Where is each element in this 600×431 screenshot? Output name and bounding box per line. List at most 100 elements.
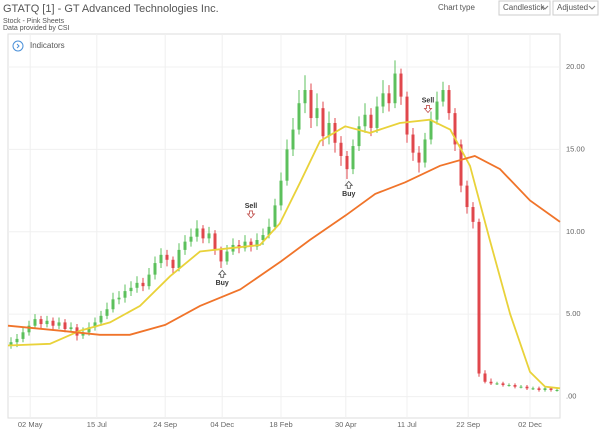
candle [171, 256, 175, 275]
candle-body [45, 320, 49, 325]
candle [21, 327, 25, 343]
candle-body [165, 254, 169, 260]
candle [159, 248, 163, 269]
candle [129, 281, 133, 297]
candle-body [441, 90, 445, 102]
signal-label: Buy [216, 280, 229, 287]
y-tick-label: 10.00 [566, 227, 585, 236]
candle [501, 381, 505, 387]
candle-body [525, 386, 529, 389]
candle [495, 381, 499, 386]
candle-body [135, 282, 139, 288]
y-tick-label: 20.00 [566, 62, 585, 71]
candle [285, 139, 289, 186]
candle-body [255, 240, 259, 247]
signal-label: Sell [245, 203, 258, 210]
candle-body [189, 236, 193, 242]
candle [105, 302, 109, 320]
candle-body [21, 332, 25, 339]
candle-body [111, 299, 115, 310]
candle [303, 75, 307, 114]
candle-body [483, 373, 487, 382]
candle-body [321, 108, 325, 137]
candle [357, 116, 361, 152]
candle-body [471, 207, 475, 222]
candle-body [249, 241, 253, 247]
select-box[interactable] [552, 0, 599, 16]
candle [477, 218, 481, 377]
candle [405, 91, 409, 143]
candle-body [339, 142, 343, 156]
candle-body [15, 338, 19, 343]
candle-body [477, 221, 481, 374]
x-tick-label: 02 Dec [518, 420, 542, 429]
plot-area: .00 5.00 10.00 15.00 20.00 02 May 15 Jul 24 Sep… [7, 34, 585, 429]
select-caret [541, 5, 549, 10]
candle [57, 317, 61, 330]
candle-body [303, 90, 307, 104]
indicators-icon[interactable] [12, 40, 24, 52]
candle [327, 111, 331, 145]
candle [489, 378, 493, 386]
chart-type-select[interactable]: Candlestick [498, 0, 551, 16]
candle-body [27, 325, 31, 333]
subtitle: Stock - Pink Sheets [3, 18, 65, 25]
chart-title: GTATQ [1] - GT Advanced Technologies Inc… [3, 3, 219, 15]
candle [381, 80, 385, 114]
candle [339, 136, 343, 166]
candle-body [201, 228, 205, 239]
indicators-label[interactable]: Indicators [30, 41, 65, 50]
candle-body [393, 73, 397, 104]
candle-body [33, 319, 37, 326]
x-tick-label: 22 Sep [456, 420, 480, 429]
candle [393, 60, 397, 109]
candle [363, 103, 367, 133]
candle [117, 291, 121, 305]
candle-body [147, 274, 151, 287]
candle-body [507, 385, 511, 387]
select-box[interactable] [498, 0, 551, 16]
candle-body [375, 106, 379, 128]
candle-body [177, 249, 181, 269]
select-value[interactable]: Adjusted [557, 3, 588, 12]
candle-body [243, 241, 247, 249]
candle-body [153, 263, 157, 275]
candle [507, 383, 511, 387]
candle-body [309, 90, 313, 119]
select-value[interactable]: Candlestick [503, 3, 545, 12]
candle-body [465, 185, 469, 208]
candle-body [183, 241, 187, 250]
candle [201, 225, 205, 244]
signal-arrow [344, 180, 354, 189]
candle [9, 337, 13, 349]
signal-arrow [423, 105, 433, 114]
candle-body [411, 134, 415, 153]
candle-body [279, 180, 283, 206]
adjustment-select[interactable]: Adjusted [552, 0, 599, 16]
indicators-button[interactable]: Indicators [12, 40, 65, 52]
x-tick-label: 18 Feb [269, 420, 292, 429]
candle-body [435, 101, 439, 120]
candle-body [501, 383, 505, 386]
moving-average [7, 155, 561, 336]
candle-body [423, 139, 427, 163]
candle-body [261, 235, 265, 241]
candle [231, 238, 235, 255]
y-tick-label: 5.00 [566, 309, 581, 318]
candle-body [519, 386, 523, 388]
candle-body [267, 226, 271, 236]
candle [309, 83, 313, 128]
candle-body [555, 389, 559, 391]
candle-body [369, 114, 373, 128]
candle-body [123, 291, 127, 298]
candle-body [345, 155, 349, 170]
x-tick-label: 30 Apr [335, 420, 357, 429]
candle-body [351, 146, 355, 170]
candle-body [357, 126, 361, 147]
candle-body [399, 73, 403, 97]
candle-body [207, 233, 211, 239]
candle [177, 243, 181, 272]
y-tick-label: 15.00 [566, 144, 585, 153]
candle-body [447, 90, 451, 114]
candle-body [387, 93, 391, 104]
